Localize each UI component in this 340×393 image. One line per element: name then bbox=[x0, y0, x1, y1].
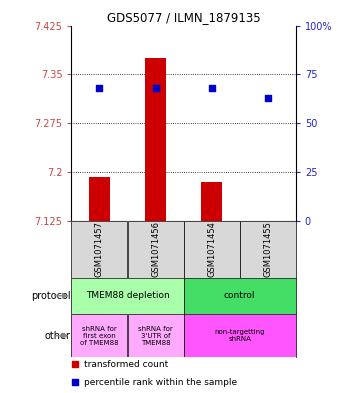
Bar bbox=[128, 314, 184, 358]
Text: GSM1071457: GSM1071457 bbox=[95, 221, 104, 277]
Text: shRNA for
3'UTR of
TMEM88: shRNA for 3'UTR of TMEM88 bbox=[138, 326, 173, 345]
Text: GSM1071455: GSM1071455 bbox=[263, 222, 272, 277]
Bar bbox=[184, 221, 240, 278]
Text: control: control bbox=[224, 291, 255, 300]
Title: GDS5077 / ILMN_1879135: GDS5077 / ILMN_1879135 bbox=[107, 11, 260, 24]
Text: non-targetting
shRNA: non-targetting shRNA bbox=[215, 329, 265, 342]
Point bbox=[153, 85, 158, 91]
Text: transformed count: transformed count bbox=[84, 360, 168, 369]
Bar bbox=[240, 221, 296, 278]
Point bbox=[265, 95, 271, 101]
Bar bbox=[184, 314, 296, 358]
Text: shRNA for
first exon
of TMEM88: shRNA for first exon of TMEM88 bbox=[80, 326, 119, 345]
Bar bbox=[145, 58, 166, 221]
Text: protocol: protocol bbox=[31, 291, 70, 301]
Bar bbox=[71, 221, 128, 278]
Bar bbox=[128, 221, 184, 278]
Point bbox=[97, 85, 102, 91]
Point bbox=[72, 361, 78, 367]
Text: GSM1071456: GSM1071456 bbox=[151, 221, 160, 277]
Bar bbox=[71, 314, 128, 358]
Bar bbox=[71, 278, 184, 314]
Bar bbox=[184, 278, 296, 314]
Text: other: other bbox=[44, 331, 70, 341]
Bar bbox=[201, 182, 222, 221]
Point bbox=[209, 85, 215, 91]
Bar bbox=[89, 177, 110, 221]
Text: TMEM88 depletion: TMEM88 depletion bbox=[86, 291, 169, 300]
Text: percentile rank within the sample: percentile rank within the sample bbox=[84, 378, 237, 387]
Point bbox=[72, 379, 78, 385]
Text: GSM1071454: GSM1071454 bbox=[207, 222, 216, 277]
